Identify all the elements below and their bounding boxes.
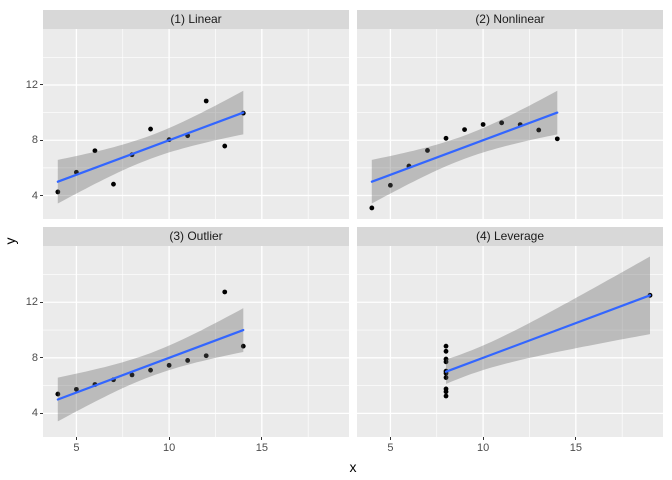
gridlines xyxy=(43,29,349,219)
regression-line xyxy=(444,294,652,373)
y-axis-title: y xyxy=(2,237,18,245)
y-tick-mark xyxy=(40,412,43,414)
facet-panel-linear xyxy=(43,29,349,219)
y-tick-label: 12 xyxy=(25,296,38,309)
x-tick-mark xyxy=(575,437,577,440)
regression-line xyxy=(56,328,245,401)
x-axis-title: x xyxy=(349,459,357,475)
panel-background xyxy=(43,29,349,219)
y-tick-label: 8 xyxy=(31,351,38,364)
y-tick-label: 8 xyxy=(31,134,38,147)
panel-background xyxy=(357,246,663,437)
facet-strip-nonlinear: (2) Nonlinear xyxy=(357,10,663,29)
x-tick-label: 10 xyxy=(162,442,176,454)
x-tick-mark xyxy=(482,437,484,440)
x-tick-label: 15 xyxy=(255,442,268,454)
facet-panel-outlier xyxy=(43,246,349,437)
x-tick-mark xyxy=(75,437,77,440)
data-points xyxy=(55,289,246,397)
x-tick-mark xyxy=(261,437,263,440)
y-tick-label: 4 xyxy=(31,407,38,420)
x-tick-label: 5 xyxy=(73,442,80,454)
x-tick-mark xyxy=(389,437,391,440)
x-tick-label: 10 xyxy=(476,442,490,454)
panel-background xyxy=(357,29,663,219)
facet-strip-leverage: (4) Leverage xyxy=(357,227,663,246)
regression-line xyxy=(56,111,245,183)
x-tick-label: 15 xyxy=(569,442,582,454)
facet-panel-leverage xyxy=(357,246,663,437)
y-tick-mark xyxy=(40,195,43,196)
x-tick-label: 5 xyxy=(387,442,394,454)
y-tick-mark xyxy=(40,357,43,359)
y-tick-mark xyxy=(40,139,43,141)
panel-background xyxy=(43,246,349,437)
y-tick-label: 4 xyxy=(31,189,38,202)
y-tick-mark xyxy=(40,84,43,86)
y-tick-label: 12 xyxy=(25,78,38,91)
x-tick-mark xyxy=(168,437,170,440)
facet-panel-nonlinear xyxy=(357,29,663,219)
gridlines xyxy=(357,246,663,437)
facet-strip-linear: (1) Linear xyxy=(43,10,349,29)
facet-strip-outlier: (3) Outlier xyxy=(43,227,349,246)
y-tick-mark xyxy=(40,301,43,303)
regression-line xyxy=(370,111,559,183)
